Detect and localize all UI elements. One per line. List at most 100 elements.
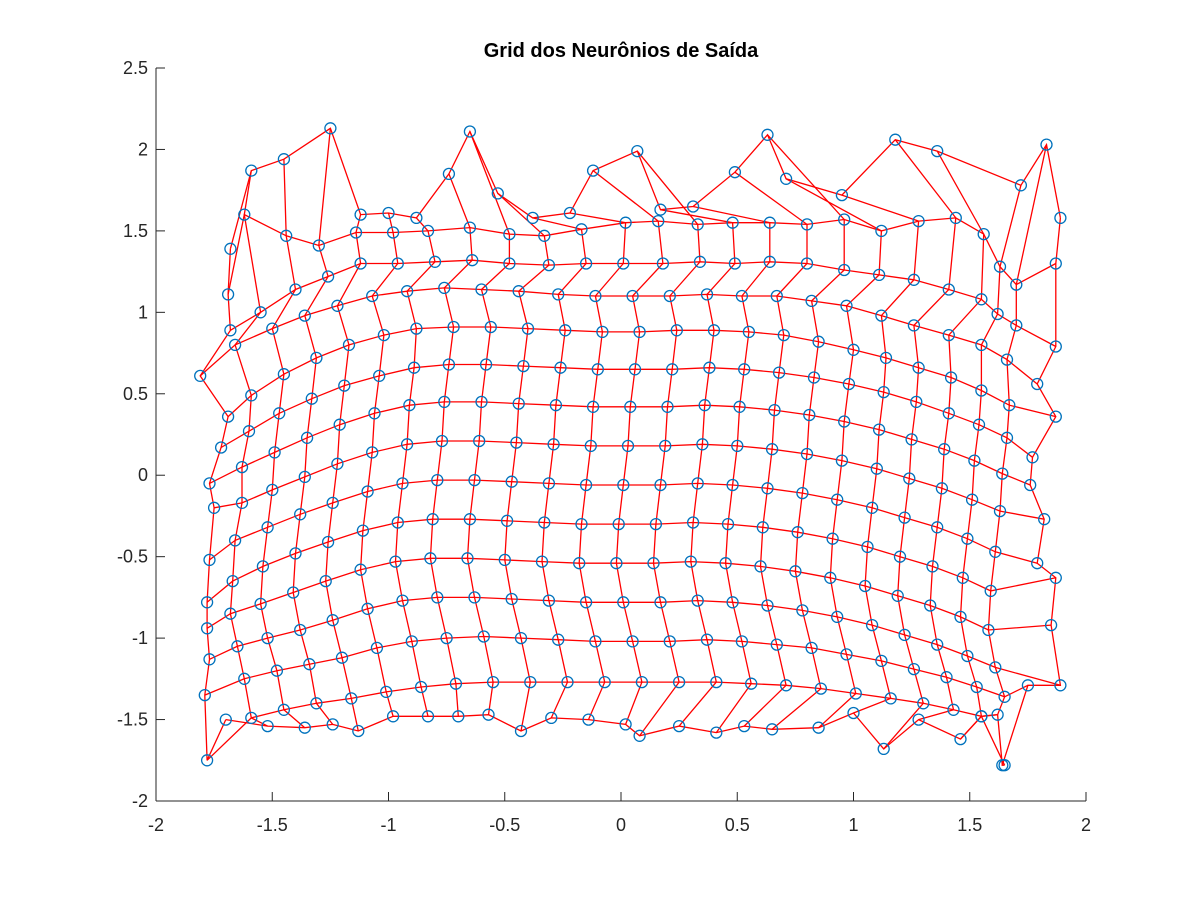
neuron-point bbox=[814, 682, 828, 695]
neuron-point bbox=[875, 654, 888, 668]
neuron-point bbox=[1049, 257, 1062, 270]
neuron-point bbox=[294, 508, 307, 521]
neuron-point bbox=[238, 672, 251, 685]
neuron-point bbox=[228, 338, 242, 352]
neuron-point bbox=[354, 563, 367, 576]
neuron-point bbox=[779, 679, 793, 692]
neuron-point bbox=[840, 299, 853, 312]
neuron-point bbox=[1031, 557, 1044, 570]
neuron-point bbox=[312, 239, 325, 252]
neuron-point bbox=[661, 400, 674, 413]
neuron-point bbox=[396, 594, 409, 607]
neuron-point bbox=[742, 325, 756, 339]
neuron-point bbox=[726, 478, 739, 492]
neuron-point bbox=[835, 188, 849, 202]
neuron-point bbox=[428, 255, 442, 268]
neuron-point bbox=[975, 384, 988, 397]
neuron-point bbox=[691, 594, 704, 607]
neuron-point bbox=[463, 221, 477, 234]
neuron-point bbox=[789, 565, 802, 578]
y-tick-label: -2 bbox=[132, 791, 148, 811]
neuron-point bbox=[586, 164, 600, 177]
grid-row-line bbox=[225, 712, 1006, 766]
neuron-point bbox=[366, 446, 379, 459]
neuron-point bbox=[912, 713, 925, 726]
neuron-point bbox=[421, 224, 435, 238]
neuron-point bbox=[1040, 138, 1053, 151]
neuron-point bbox=[610, 557, 623, 570]
neuron-point bbox=[287, 586, 300, 599]
y-tick-label: 1.5 bbox=[123, 221, 148, 241]
neuron-point bbox=[807, 371, 821, 384]
neuron-point bbox=[626, 635, 639, 648]
neuron-point bbox=[763, 255, 776, 268]
neuron-point bbox=[728, 257, 742, 270]
neuron-point bbox=[961, 532, 974, 545]
neuron-point bbox=[907, 319, 921, 332]
neuron-point bbox=[300, 431, 314, 444]
neuron-point bbox=[865, 501, 879, 514]
neuron-point bbox=[482, 708, 495, 721]
neuron-point bbox=[861, 540, 874, 554]
neuron-point bbox=[589, 635, 602, 648]
neuron-point bbox=[931, 638, 944, 651]
neuron-point bbox=[514, 724, 528, 738]
neuron-point bbox=[391, 257, 404, 270]
neuron-point bbox=[512, 285, 525, 298]
grid-column-line bbox=[292, 128, 334, 725]
neuron-point bbox=[579, 596, 593, 609]
neuron-point bbox=[831, 493, 844, 506]
neuron-point bbox=[772, 366, 786, 379]
neuron-point bbox=[400, 438, 414, 451]
neuron-point bbox=[989, 661, 1002, 674]
neuron-point bbox=[991, 307, 1004, 321]
neuron-point bbox=[526, 211, 539, 225]
neuron-point bbox=[352, 724, 365, 738]
neuron-point bbox=[872, 268, 886, 282]
neuron-point bbox=[368, 407, 381, 420]
neuron-point bbox=[875, 309, 888, 322]
neuron-point bbox=[777, 328, 790, 342]
neuron-point bbox=[800, 447, 814, 461]
neuron-point bbox=[835, 454, 849, 467]
neuron-point bbox=[696, 438, 709, 451]
neuron-point bbox=[731, 439, 744, 453]
neuron-point bbox=[554, 361, 567, 374]
neuron-point bbox=[277, 153, 291, 166]
neuron-point bbox=[975, 338, 988, 352]
neuron-point bbox=[254, 597, 267, 611]
neuron-point bbox=[331, 299, 344, 312]
x-axis-ticks: -2 -1.5 -1 -0.5 0 0.5 1 1.5 2 bbox=[148, 792, 1091, 835]
neuron-point bbox=[965, 493, 979, 506]
grid-column-line bbox=[359, 212, 399, 717]
grid-column-line bbox=[325, 214, 362, 732]
neuron-point bbox=[510, 436, 523, 449]
neuron-point bbox=[654, 203, 667, 216]
neuron-point bbox=[768, 403, 781, 417]
neuron-point bbox=[954, 610, 967, 624]
neuron-point bbox=[884, 692, 897, 705]
neuron-point bbox=[452, 710, 465, 723]
neuron-point bbox=[847, 706, 860, 720]
neuron-point bbox=[961, 649, 974, 663]
neuron-point bbox=[1049, 410, 1062, 423]
neuron-point bbox=[905, 433, 918, 446]
neuron-point bbox=[779, 172, 793, 185]
neuron-point bbox=[596, 325, 609, 339]
x-tick-label: 2 bbox=[1081, 815, 1091, 835]
neuron-point bbox=[294, 623, 307, 637]
grid-column-line bbox=[767, 134, 845, 730]
neuron-point bbox=[277, 368, 291, 381]
neuron-point bbox=[652, 214, 665, 228]
x-tick-label: -1 bbox=[380, 815, 396, 835]
neuron-point bbox=[912, 361, 925, 374]
neuron-point bbox=[707, 324, 721, 337]
neuron-point bbox=[194, 369, 207, 383]
neuron-point bbox=[298, 721, 311, 734]
neuron-point bbox=[993, 504, 1007, 518]
neuron-point bbox=[521, 322, 535, 335]
neuron-point bbox=[870, 462, 883, 475]
neuron-point bbox=[382, 206, 395, 220]
neuron-point bbox=[466, 254, 479, 267]
neuron-point bbox=[931, 144, 944, 158]
